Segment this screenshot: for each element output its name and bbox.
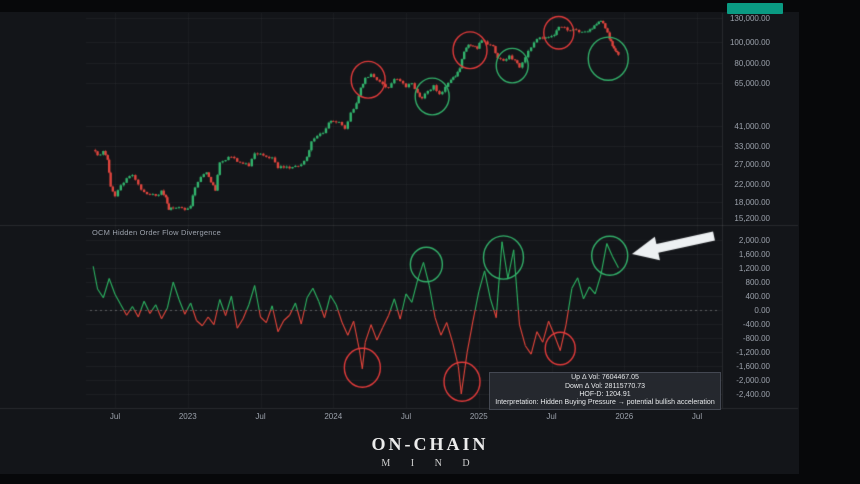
price-axis-label: 22,000.00: [734, 179, 770, 189]
time-axis-label: 2026: [615, 412, 634, 421]
tooltip-hofd: HOF-D: 1204.91: [579, 391, 631, 398]
price-axis-label: 80,000.00: [734, 59, 770, 69]
tooltip-down-vol: Down Δ Vol: 28115770.73: [564, 382, 646, 390]
indicator-axis-label: 0.00: [754, 306, 770, 315]
indicator-axis-label: 800.00: [745, 278, 770, 287]
price-axis-label: 41,000.00: [734, 121, 770, 131]
divergence-tooltip: Up Δ Vol: 7604467.05 Down Δ Vol: 2811577…: [489, 372, 721, 410]
indicator-axis-label: 1,600.00: [738, 250, 770, 259]
time-axis-label: 2023: [178, 412, 197, 421]
time-axis-label: Jul: [691, 412, 703, 421]
time-axis-label: Jul: [546, 412, 557, 421]
indicator-axis-label: 400.00: [745, 292, 770, 301]
watermark-title: ON-CHAIN: [371, 434, 489, 454]
time-axis-label: 2025: [469, 412, 488, 421]
tooltip-up-vol: Up Δ Vol: 7604467.05: [571, 374, 639, 382]
price-axis-label: 100,000.00: [729, 38, 770, 48]
indicator-title: OCM Hidden Order Flow Divergence: [92, 228, 221, 237]
price-axis-label: 27,000.00: [734, 160, 770, 170]
watermark-subtitle: M I N D: [381, 458, 479, 469]
indicator-axis-label: -400.00: [742, 320, 770, 329]
price-axis-label: 33,000.00: [734, 141, 770, 151]
price-axis-label: 15,200.00: [734, 214, 770, 224]
time-axis-label: Jul: [400, 412, 412, 421]
indicator-axis-label: -2,400.00: [736, 390, 770, 399]
indicator-axis-label: 2,000.00: [738, 236, 770, 245]
price-axis-label: 18,000.00: [734, 198, 770, 208]
indicator-axis-label: 1,200.00: [738, 264, 770, 273]
price-axis-label: 65,000.00: [734, 78, 770, 88]
indicator-axis-label: -1,200.00: [736, 348, 770, 357]
watermark: ON-CHAIN M I N D: [0, 434, 860, 469]
tooltip-interpretation: Interpretation: Hidden Buying Pressure →…: [495, 399, 715, 407]
time-axis-label: Jul: [109, 412, 121, 421]
time-axis-label: Jul: [255, 412, 266, 421]
current-price-tag: [727, 3, 783, 14]
indicator-axis-label: -800.00: [742, 334, 770, 343]
indicator-axis-label: -1,600.00: [736, 362, 770, 371]
price-axis-label: 130,000.00: [729, 14, 770, 23]
indicator-axis-label: -2,000.00: [736, 376, 770, 385]
time-axis-label: 2024: [324, 412, 343, 421]
